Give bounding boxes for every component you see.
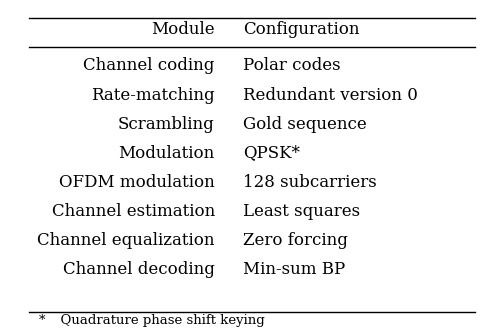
Text: Configuration: Configuration <box>242 21 359 38</box>
Text: Zero forcing: Zero forcing <box>242 232 348 249</box>
Text: Rate-matching: Rate-matching <box>91 86 215 104</box>
Text: Module: Module <box>151 21 215 38</box>
Text: Least squares: Least squares <box>242 203 360 220</box>
Text: Modulation: Modulation <box>119 145 215 162</box>
Text: Scrambling: Scrambling <box>118 115 215 133</box>
Text: 128 subcarriers: 128 subcarriers <box>242 174 377 191</box>
Text: Redundant version 0: Redundant version 0 <box>242 86 418 104</box>
Text: Min-sum BP: Min-sum BP <box>242 261 345 278</box>
Text: Channel decoding: Channel decoding <box>63 261 215 278</box>
Text: Channel estimation: Channel estimation <box>52 203 215 220</box>
Text: QPSK*: QPSK* <box>242 145 300 162</box>
Text: Quadrature phase shift keying: Quadrature phase shift keying <box>52 314 265 327</box>
Text: Channel equalization: Channel equalization <box>37 232 215 249</box>
Text: Polar codes: Polar codes <box>242 57 340 75</box>
Text: Channel coding: Channel coding <box>83 57 215 75</box>
Text: OFDM modulation: OFDM modulation <box>59 174 215 191</box>
Text: Gold sequence: Gold sequence <box>242 115 366 133</box>
Text: *: * <box>39 314 45 327</box>
